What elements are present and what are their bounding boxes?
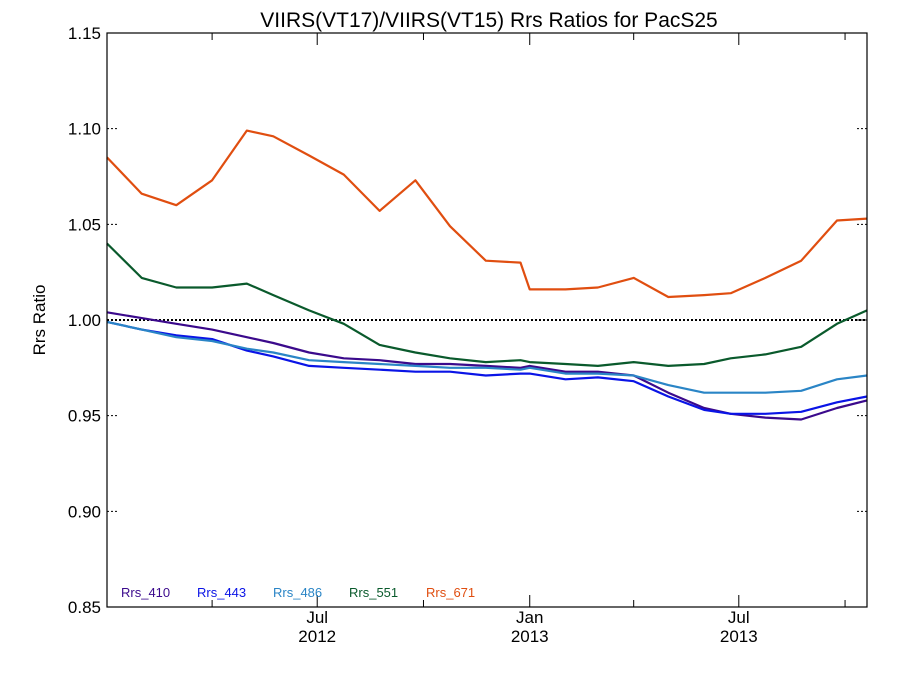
x-tick-label-month: Jul	[728, 608, 750, 627]
legend-entry-rrs-671: Rrs_671	[426, 585, 475, 600]
legend: Rrs_410 Rrs_443 Rrs_486 Rrs_551 Rrs_671	[121, 585, 475, 600]
series-line-rrs-551	[106, 242, 868, 367]
x-tick-label-year: 2012	[298, 627, 336, 646]
y-axis-label: Rrs Ratio	[30, 285, 49, 356]
series-line-rrs-443	[106, 320, 868, 415]
legend-entry-rrs-443: Rrs_443	[197, 585, 246, 600]
y-tick-label: 0.85	[68, 598, 101, 617]
chart-title: VIIRS(VT17)/VIIRS(VT15) Rrs Ratios for P…	[260, 9, 717, 32]
x-tick-label-year: 2013	[720, 627, 758, 646]
y-tick-label: 0.95	[68, 407, 101, 426]
x-tick-label-month: Jul	[306, 608, 328, 627]
y-tick-label: 1.05	[68, 215, 101, 234]
series-line-rrs-486	[106, 320, 868, 394]
series-layer	[106, 129, 868, 421]
series-line-rrs-410	[106, 311, 868, 421]
y-tick-label: 1.00	[68, 311, 101, 330]
legend-entry-rrs-551: Rrs_551	[349, 585, 398, 600]
legend-entry-rrs-410: Rrs_410	[121, 585, 170, 600]
legend-entry-rrs-486: Rrs_486	[273, 585, 322, 600]
x-tick-label-year: 2013	[511, 627, 549, 646]
plot-area-frame	[106, 32, 868, 608]
x-tick-label-month: Jan	[516, 608, 543, 627]
series-line-rrs-671	[106, 129, 868, 299]
y-tick-label: 1.15	[68, 24, 101, 43]
y-tick-label: 0.90	[68, 502, 101, 521]
y-tick-label: 1.10	[68, 120, 101, 139]
tick-layer: 0.850.900.951.001.051.101.15Jul2012Jan20…	[68, 24, 867, 646]
